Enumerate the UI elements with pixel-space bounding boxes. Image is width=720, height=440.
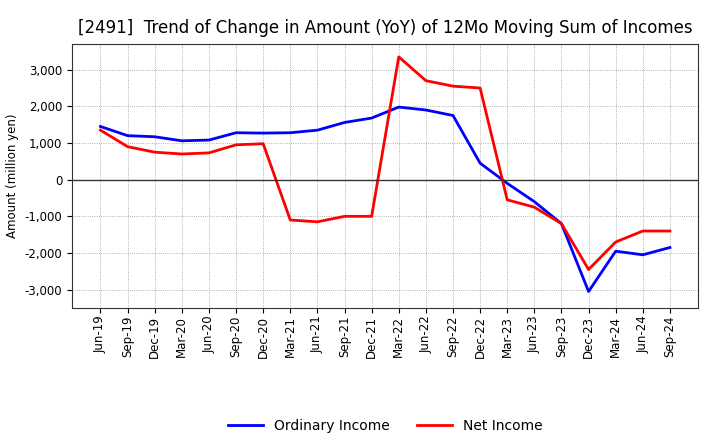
Net Income [639, 228, 647, 234]
Net Income [395, 54, 403, 59]
Ordinary Income [639, 252, 647, 257]
Net Income [123, 144, 132, 149]
Ordinary Income [204, 137, 213, 143]
Ordinary Income [123, 133, 132, 138]
Ordinary Income [665, 245, 674, 250]
Net Income [367, 214, 376, 219]
Ordinary Income [584, 289, 593, 294]
Net Income [421, 78, 430, 83]
Ordinary Income [395, 104, 403, 110]
Net Income [341, 214, 349, 219]
Line: Net Income: Net Income [101, 57, 670, 269]
Net Income [178, 151, 186, 157]
Net Income [557, 221, 566, 226]
Net Income [530, 205, 539, 210]
Ordinary Income [286, 130, 294, 136]
Net Income [232, 142, 240, 147]
Ordinary Income [476, 161, 485, 166]
Ordinary Income [557, 221, 566, 226]
Net Income [584, 267, 593, 272]
Net Income [476, 85, 485, 91]
Ordinary Income [421, 107, 430, 113]
Y-axis label: Amount (million yen): Amount (million yen) [6, 114, 19, 238]
Net Income [204, 150, 213, 156]
Net Income [96, 128, 105, 133]
Line: Ordinary Income: Ordinary Income [101, 107, 670, 292]
Ordinary Income [449, 113, 457, 118]
Net Income [150, 150, 159, 155]
Net Income [665, 228, 674, 234]
Ordinary Income [178, 138, 186, 143]
Ordinary Income [611, 249, 620, 254]
Legend: Ordinary Income, Net Income: Ordinary Income, Net Income [222, 413, 548, 438]
Ordinary Income [313, 128, 322, 133]
Net Income [611, 239, 620, 245]
Title: [2491]  Trend of Change in Amount (YoY) of 12Mo Moving Sum of Incomes: [2491] Trend of Change in Amount (YoY) o… [78, 19, 693, 37]
Ordinary Income [150, 134, 159, 139]
Ordinary Income [341, 120, 349, 125]
Ordinary Income [96, 124, 105, 129]
Ordinary Income [259, 130, 268, 136]
Ordinary Income [232, 130, 240, 136]
Ordinary Income [503, 181, 511, 186]
Net Income [449, 84, 457, 89]
Net Income [259, 141, 268, 147]
Ordinary Income [530, 199, 539, 204]
Net Income [313, 219, 322, 224]
Ordinary Income [367, 115, 376, 121]
Net Income [286, 217, 294, 223]
Net Income [503, 197, 511, 202]
